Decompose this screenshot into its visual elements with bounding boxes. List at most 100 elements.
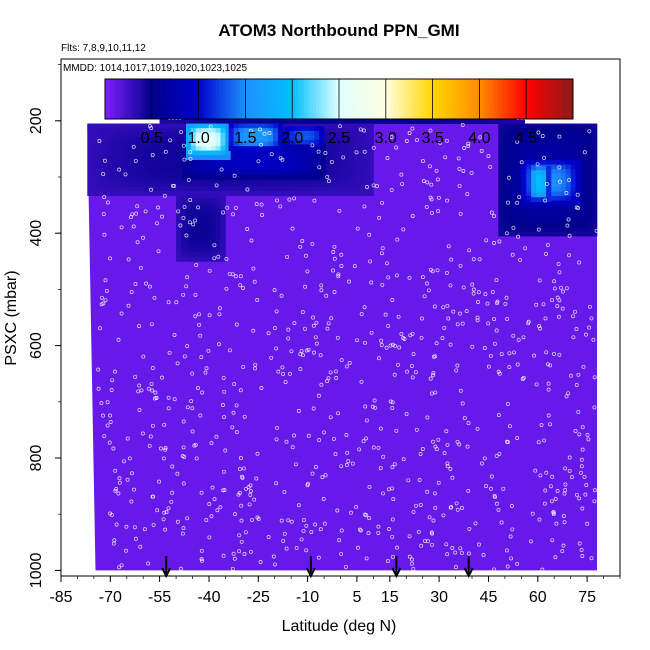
observation-dot [379,343,384,347]
heatmap-cell [220,155,226,160]
observation-dot [116,491,121,496]
observation-dot [258,560,263,564]
heatmap-cell [310,156,317,162]
heatmap-cell [508,222,514,228]
heatmap-cell [498,186,504,192]
heatmap-cell [121,186,128,192]
heatmap-cell [329,123,335,129]
heatmap-cell [215,177,221,183]
observation-dot [346,459,351,464]
heatmap-cell [503,146,509,151]
heatmap-cell [513,222,519,228]
heatmap-cell [87,146,93,151]
heatmap-cell [161,123,167,129]
heatmap-cell [324,155,330,160]
observation-dot [580,447,585,452]
heatmap-cell [552,128,558,133]
colorbar-segment [204,79,208,119]
heatmap-cell [503,209,509,214]
heatmap-cell [253,119,259,124]
observation-dot [494,328,499,333]
heatmap-cell [92,173,98,178]
colorbar-segment [321,79,325,119]
heatmap-cell [363,173,369,178]
heatmap-cell [368,191,374,196]
heatmap-cell [136,146,142,151]
heatmap-cell [567,141,573,147]
heatmap-cell [259,182,266,187]
observation-dot [465,192,470,197]
observation-dot [242,552,247,556]
observation-dot [362,149,367,154]
heatmap-cell [230,191,236,196]
colorbar-segment [183,79,188,119]
observation-dot [446,316,451,321]
heatmap-cell [230,177,236,183]
heatmap-cell [176,168,182,174]
heatmap-cell [161,159,167,165]
observation-dot [404,412,409,417]
heatmap-cell [582,213,588,219]
heatmap-cell [205,202,211,208]
observation-dot [460,321,465,326]
colorbar-segment [558,79,562,119]
heatmap-cell [274,177,280,183]
observation-dot [567,253,572,258]
heatmap-cell [306,174,312,180]
heatmap-cell [195,191,202,196]
colorbar-segment [134,79,138,119]
heatmap-cell [320,156,327,162]
heatmap-cell [102,132,108,138]
heatmap-cell [220,256,226,262]
heatmap-cell [220,146,226,151]
heatmap-cell [166,132,172,138]
heatmap-cell [151,177,157,183]
heatmap-cell [560,182,567,188]
heatmap-cell [518,227,524,232]
colorbar-segment [403,79,407,119]
heatmap-cell [291,156,297,162]
heatmap-cell [314,191,320,196]
heatmap-cell [271,174,277,180]
observation-dot [108,413,113,418]
heatmap-cell [570,191,576,197]
heatmap-cell [498,204,504,210]
heatmap-cell [536,197,542,203]
observation-dot [467,526,472,531]
heatmap-cell [521,196,527,201]
colorbar-segment [420,79,425,119]
heatmap-cell [241,152,248,158]
colorbar-segment [239,79,243,119]
observation-dot [407,554,412,559]
observation-dot [132,487,136,492]
observation-dot [322,430,327,435]
heatmap-cell [131,141,137,147]
observation-dot [486,321,491,326]
observation-dot [232,382,237,387]
colorbar-segment [453,79,457,119]
heatmap-cell [587,128,593,133]
heatmap-cell [541,174,547,180]
observation-dot [368,259,373,264]
heatmap-cell [319,191,325,196]
heatmap-cell [195,225,202,231]
heatmap-cell [557,218,563,223]
heatmap-cell [171,186,177,192]
heatmap-cell [550,173,557,179]
heatmap-cell [156,141,162,147]
heatmap-cell [240,177,246,183]
observation-dot [506,200,510,205]
heatmap-cell [314,123,320,129]
heatmap-cell [166,123,172,129]
observation-dot [154,395,159,400]
observation-dot [428,195,433,200]
observation-dot [156,205,160,210]
heatmap-cell [121,168,128,174]
observation-dot [103,278,108,283]
heatmap-cell [560,164,567,170]
heatmap-cell [97,146,103,151]
heatmap-cell [567,204,573,210]
heatmap-cell [294,144,300,150]
observation-dot [316,393,321,398]
heatmap-cell [205,252,211,258]
